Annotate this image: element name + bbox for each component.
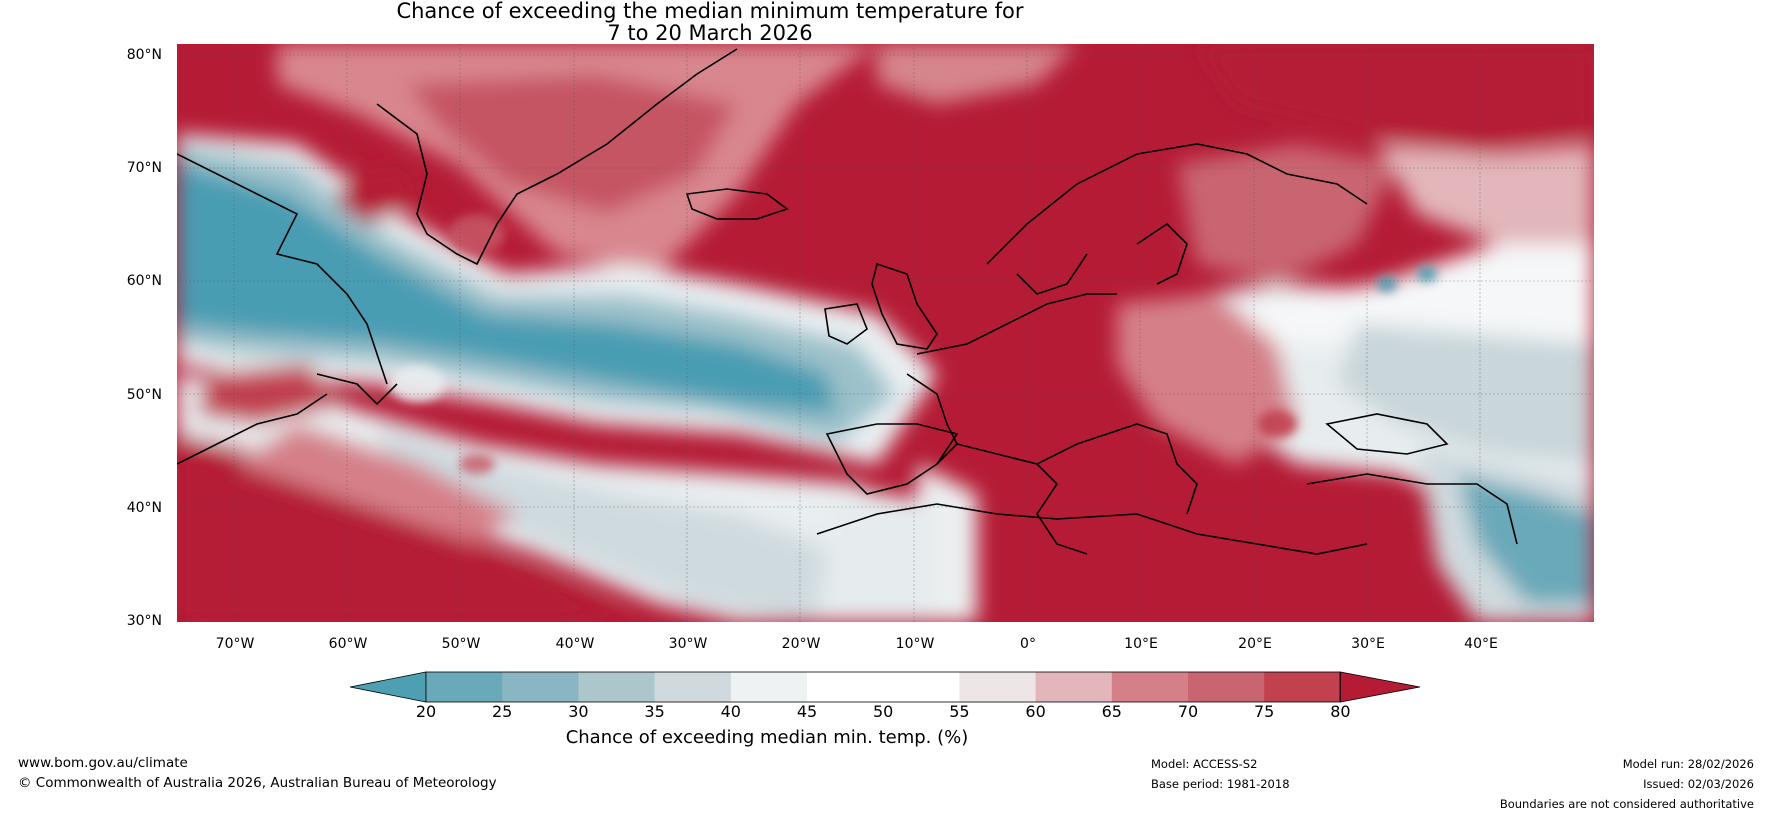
lon-label-70w: 70°W bbox=[215, 636, 255, 652]
lon-label-40e: 40°E bbox=[1464, 636, 1498, 652]
colorbar-cell bbox=[1111, 672, 1189, 702]
colorbar-cell bbox=[578, 672, 656, 702]
footer-url[interactable]: www.bom.gov.au/climate bbox=[18, 755, 188, 771]
colorbar-cell bbox=[883, 672, 960, 702]
lon-label-20e: 20°E bbox=[1238, 636, 1272, 652]
colorbar-cell bbox=[959, 672, 1037, 702]
probability-map bbox=[177, 44, 1594, 622]
colorbar-cell bbox=[807, 672, 884, 702]
colorbar-extend-low bbox=[350, 671, 427, 703]
colorbar bbox=[350, 671, 1420, 703]
colorbar-tick-label: 80 bbox=[1330, 702, 1351, 721]
lon-label-10e: 10°E bbox=[1124, 636, 1158, 652]
lon-label-10w: 10°W bbox=[895, 636, 935, 652]
lon-label-0: 0° bbox=[1020, 636, 1036, 652]
footer-base-period: Base period: 1981-2018 bbox=[1151, 777, 1290, 791]
colorbar-tick-label: 60 bbox=[1025, 702, 1046, 721]
lat-label-50n: 50°N bbox=[126, 387, 162, 403]
colorbar-tick-label: 20 bbox=[415, 702, 437, 721]
lon-label-50w: 50°W bbox=[441, 636, 481, 652]
colorbar-tick-label: 35 bbox=[644, 702, 665, 721]
colorbar-tick-label: 45 bbox=[796, 702, 818, 721]
colorbar-cell bbox=[1264, 672, 1341, 702]
colorbar-frame bbox=[425, 671, 1341, 703]
footer-disclaimer: Boundaries are not considered authoritat… bbox=[1499, 797, 1754, 811]
lon-label-30e: 30°E bbox=[1351, 636, 1385, 652]
probability-field bbox=[177, 44, 1594, 622]
map-canvas bbox=[177, 44, 1594, 622]
colorbar-tick-label: 50 bbox=[873, 702, 894, 721]
graticule bbox=[177, 44, 1594, 622]
colorbar-tick-label: 25 bbox=[492, 702, 513, 721]
colorbar-tick-label: 30 bbox=[568, 702, 589, 721]
colorbar-cell bbox=[1035, 672, 1113, 702]
footer-model: Model: ACCESS-S2 bbox=[1151, 757, 1258, 771]
lat-label-70n: 70°N bbox=[126, 160, 162, 176]
footer-issued: Issued: 02/03/2026 bbox=[1643, 777, 1754, 791]
lat-label-40n: 40°N bbox=[126, 500, 162, 516]
lon-label-30w: 30°W bbox=[668, 636, 708, 652]
lon-label-20w: 20°W bbox=[781, 636, 821, 652]
colorbar-tick-label: 75 bbox=[1254, 702, 1275, 721]
colorbar-extend-high bbox=[1340, 671, 1420, 703]
colorbar-tick-label: 40 bbox=[720, 702, 741, 721]
lon-label-60w: 60°W bbox=[328, 636, 368, 652]
colorbar-cell bbox=[654, 672, 732, 702]
lat-label-60n: 60°N bbox=[126, 273, 162, 289]
lat-label-30n: 30°N bbox=[126, 613, 162, 629]
lon-label-40w: 40°W bbox=[555, 636, 595, 652]
footer-model-run: Model run: 28/02/2026 bbox=[1622, 757, 1754, 771]
colorbar-tick-label: 70 bbox=[1177, 702, 1199, 721]
chart-title-line2: 7 to 20 March 2026 bbox=[607, 21, 813, 45]
colorbar-tick-label: 65 bbox=[1101, 702, 1122, 721]
colorbar-label: Chance of exceeding median min. temp. (%… bbox=[565, 727, 969, 748]
colorbar-cell bbox=[730, 672, 808, 702]
colorbar-tick-label: 55 bbox=[949, 702, 970, 721]
lat-label-80n: 80°N bbox=[126, 47, 162, 63]
colorbar-cell bbox=[1188, 672, 1265, 702]
colorbar-cell bbox=[502, 672, 579, 702]
chart-title-line1: Chance of exceeding the median minimum t… bbox=[396, 0, 1024, 23]
footer-copyright: © Commonwealth of Australia 2026, Austra… bbox=[18, 775, 497, 791]
colorbar-cell bbox=[426, 672, 503, 702]
